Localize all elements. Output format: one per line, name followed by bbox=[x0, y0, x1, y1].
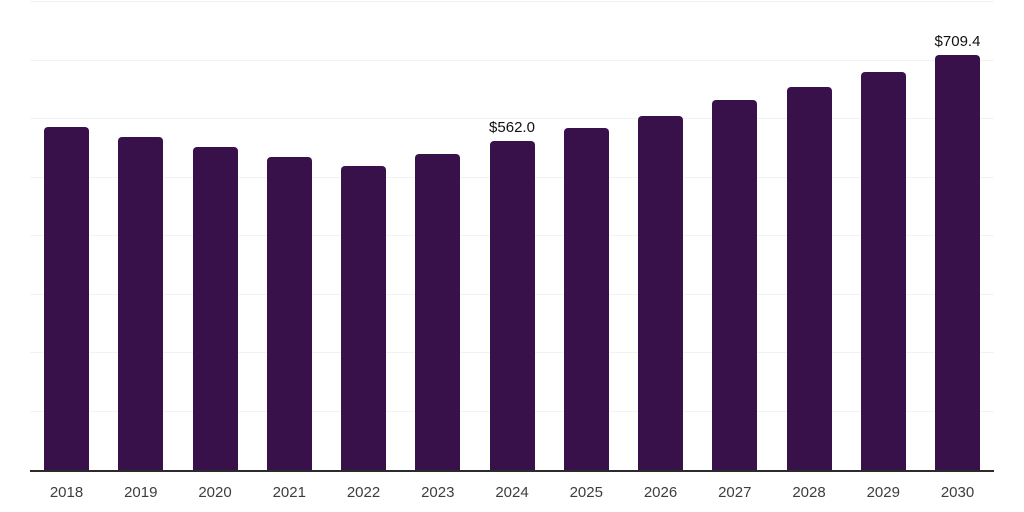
data-label-2024: $562.0 bbox=[489, 119, 535, 137]
bar-2018[interactable] bbox=[44, 127, 89, 470]
x-tick-label-2030: 2030 bbox=[940, 484, 975, 501]
gridline-800 bbox=[30, 1, 994, 2]
x-tick-label-2028: 2028 bbox=[792, 484, 826, 501]
x-tick-label-2024: 2024 bbox=[495, 484, 529, 501]
bar-2023[interactable] bbox=[415, 154, 461, 470]
x-tick-label-2027: 2027 bbox=[718, 484, 752, 501]
x-tick-label-2025: 2025 bbox=[569, 484, 603, 501]
x-axis-line bbox=[30, 470, 994, 472]
bar-2027[interactable] bbox=[712, 100, 758, 470]
bar-2021[interactable] bbox=[266, 157, 312, 470]
bar-2020[interactable] bbox=[192, 147, 238, 470]
x-tick-label-2019: 2019 bbox=[124, 484, 158, 501]
bar-2019[interactable] bbox=[118, 137, 164, 470]
bar-2025[interactable] bbox=[563, 128, 609, 470]
x-tick-label-2023: 2023 bbox=[421, 484, 455, 501]
data-label-2030: $709.4 bbox=[934, 33, 981, 51]
bar-2028[interactable] bbox=[786, 86, 832, 470]
gridline-700 bbox=[30, 59, 994, 61]
bar-2024[interactable] bbox=[489, 141, 535, 470]
gridline-600 bbox=[30, 118, 994, 119]
x-tick-label-2021: 2021 bbox=[272, 484, 306, 501]
x-tick-label-2018: 2018 bbox=[49, 484, 84, 501]
bar-2026[interactable] bbox=[638, 115, 683, 470]
x-tick-label-2022: 2022 bbox=[346, 484, 381, 501]
x-tick-label-2029: 2029 bbox=[866, 484, 900, 501]
bar-2022[interactable] bbox=[341, 166, 386, 470]
x-tick-label-2020: 2020 bbox=[198, 484, 232, 501]
x-tick-label-2026: 2026 bbox=[643, 484, 678, 501]
bar-2030[interactable] bbox=[935, 55, 980, 470]
plot-area: $562.0 $709.4 bbox=[30, 1, 994, 472]
bar-2029[interactable] bbox=[860, 71, 906, 470]
